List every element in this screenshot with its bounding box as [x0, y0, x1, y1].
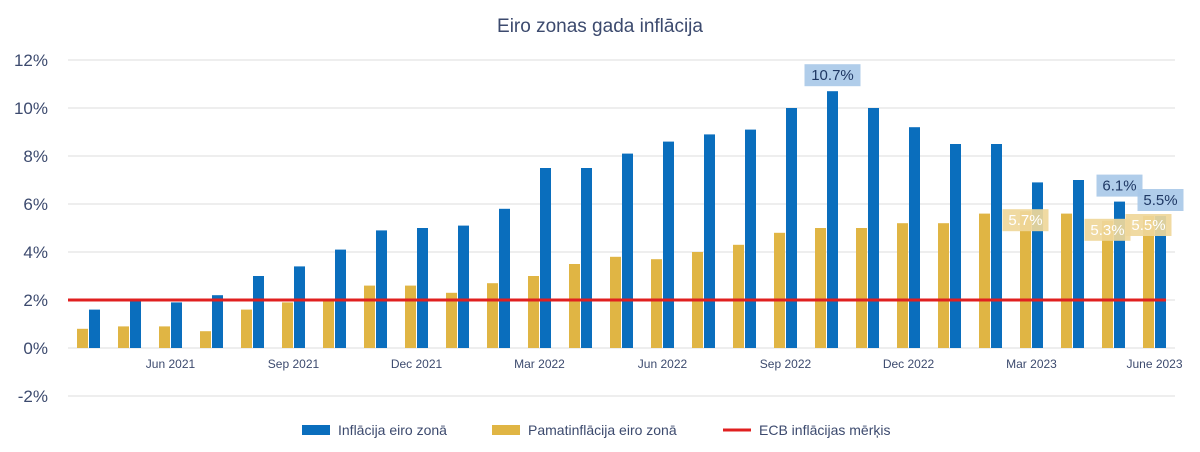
data-label-box [1096, 174, 1143, 197]
inflation-bar [1114, 201, 1125, 348]
core-inflation-bar [897, 223, 908, 348]
data-label: 6.1% [1102, 178, 1136, 195]
inflation-bar [868, 108, 879, 348]
inflation-bar [745, 129, 756, 348]
legend-swatch-inflation [302, 425, 330, 435]
data-label-box [1125, 214, 1172, 236]
inflation-bar [991, 144, 1002, 348]
inflation-bar [950, 144, 961, 348]
core-inflation-bar [1061, 213, 1072, 348]
y-tick-label: 4% [23, 243, 48, 262]
core-inflation-bar [733, 244, 744, 348]
core-inflation-bar [774, 232, 785, 348]
inflation-bar [294, 266, 305, 348]
x-tick-label: Jun 2021 [146, 357, 196, 371]
core-inflation-bar [282, 302, 293, 348]
legend-swatch-core [492, 425, 520, 435]
inflation-bar [417, 228, 428, 348]
data-labels: 10.7% 6.1% 5.5% 5.7% 5.3% 5.5% [804, 64, 1184, 241]
data-label-box [1002, 209, 1049, 232]
inflation-bar [499, 208, 510, 348]
data-label: 5.7% [1008, 212, 1042, 229]
x-tick-label: June 2023 [1126, 357, 1182, 371]
core-inflation-bar [815, 228, 826, 348]
inflation-bar [253, 276, 264, 348]
core-inflation-bar [405, 285, 416, 348]
inflation-bar [1032, 182, 1043, 348]
legend-label-core: Pamatinflācija eiro zonā [528, 422, 677, 438]
inflation-bar [622, 153, 633, 348]
inflation-bar [704, 134, 715, 348]
x-tick-label: Mar 2022 [514, 357, 565, 371]
data-label: 5.3% [1090, 222, 1124, 239]
inflation-bar [458, 225, 469, 348]
data-label: 5.5% [1131, 217, 1165, 234]
core-inflation-bar [569, 264, 580, 348]
x-axis: Jun 2021 Sep 2021 Dec 2021 Mar 2022 Jun 2022… [146, 357, 1183, 371]
inflation-bar [786, 108, 797, 348]
core-inflation-bar [1102, 220, 1113, 348]
legend-label-inflation: Inflācija eiro zonā [338, 422, 447, 438]
x-tick-label: Jun 2022 [638, 357, 688, 371]
core-inflation-bar [938, 223, 949, 348]
x-tick-label: Mar 2023 [1006, 357, 1057, 371]
core-inflation-bar [364, 285, 375, 348]
inflation-bar [212, 295, 223, 348]
inflation-bar [376, 230, 387, 348]
core-inflation-bar [1143, 216, 1154, 348]
x-tick-label: Sep 2022 [760, 357, 812, 371]
core-inflation-bar [200, 331, 211, 348]
x-tick-label: Dec 2022 [883, 357, 935, 371]
inflation-bar [1155, 216, 1166, 348]
core-inflation-bar [159, 326, 170, 348]
y-tick-label: 10% [14, 99, 48, 118]
core-inflation-bar [651, 259, 662, 348]
inflation-bar [171, 302, 182, 348]
inflation-bar [130, 300, 141, 348]
inflation-bar [663, 141, 674, 348]
y-tick-label: 6% [23, 195, 48, 214]
data-label: 10.7% [811, 67, 854, 84]
y-tick-label: 0% [23, 339, 48, 358]
data-label-box [804, 64, 861, 87]
inflation-bar [89, 309, 100, 348]
inflation-bar [1073, 180, 1084, 348]
core-inflation-bar [528, 276, 539, 348]
core-inflation-bar [118, 326, 129, 348]
core-inflation-bar [446, 292, 457, 348]
legend: Inflācija eiro zonā Pamatinflācija eiro z… [302, 422, 890, 438]
chart-title: Eiro zonas gada inflācija [497, 16, 703, 37]
data-label: 5.5% [1143, 192, 1177, 209]
data-label-box [1084, 218, 1131, 241]
y-tick-label: 12% [14, 51, 48, 70]
y-axis: -2% 0% 2% 4% 6% 8% 10% 12% [14, 51, 48, 406]
inflation-bar [827, 91, 838, 348]
y-tick-label: 2% [23, 291, 48, 310]
x-tick-label: Dec 2021 [391, 357, 443, 371]
y-tick-label: 8% [23, 147, 48, 166]
legend-label-target: ECB inflācijas mērķis [759, 422, 890, 438]
data-label-box [1137, 189, 1184, 211]
inflation-bar [909, 127, 920, 348]
core-inflation-bar [979, 213, 990, 348]
core-inflation-bar [487, 283, 498, 348]
core-inflation-bar [856, 228, 867, 348]
inflation-bar [581, 168, 592, 348]
core-inflation-bar [610, 256, 621, 348]
core-inflation-bar [77, 328, 88, 348]
inflation-bar [540, 168, 551, 348]
x-tick-label: Sep 2021 [268, 357, 320, 371]
core-inflation-bar [241, 309, 252, 348]
y-tick-label: -2% [18, 387, 48, 406]
core-inflation-bar [323, 300, 334, 348]
core-inflation-bar [1020, 211, 1031, 348]
